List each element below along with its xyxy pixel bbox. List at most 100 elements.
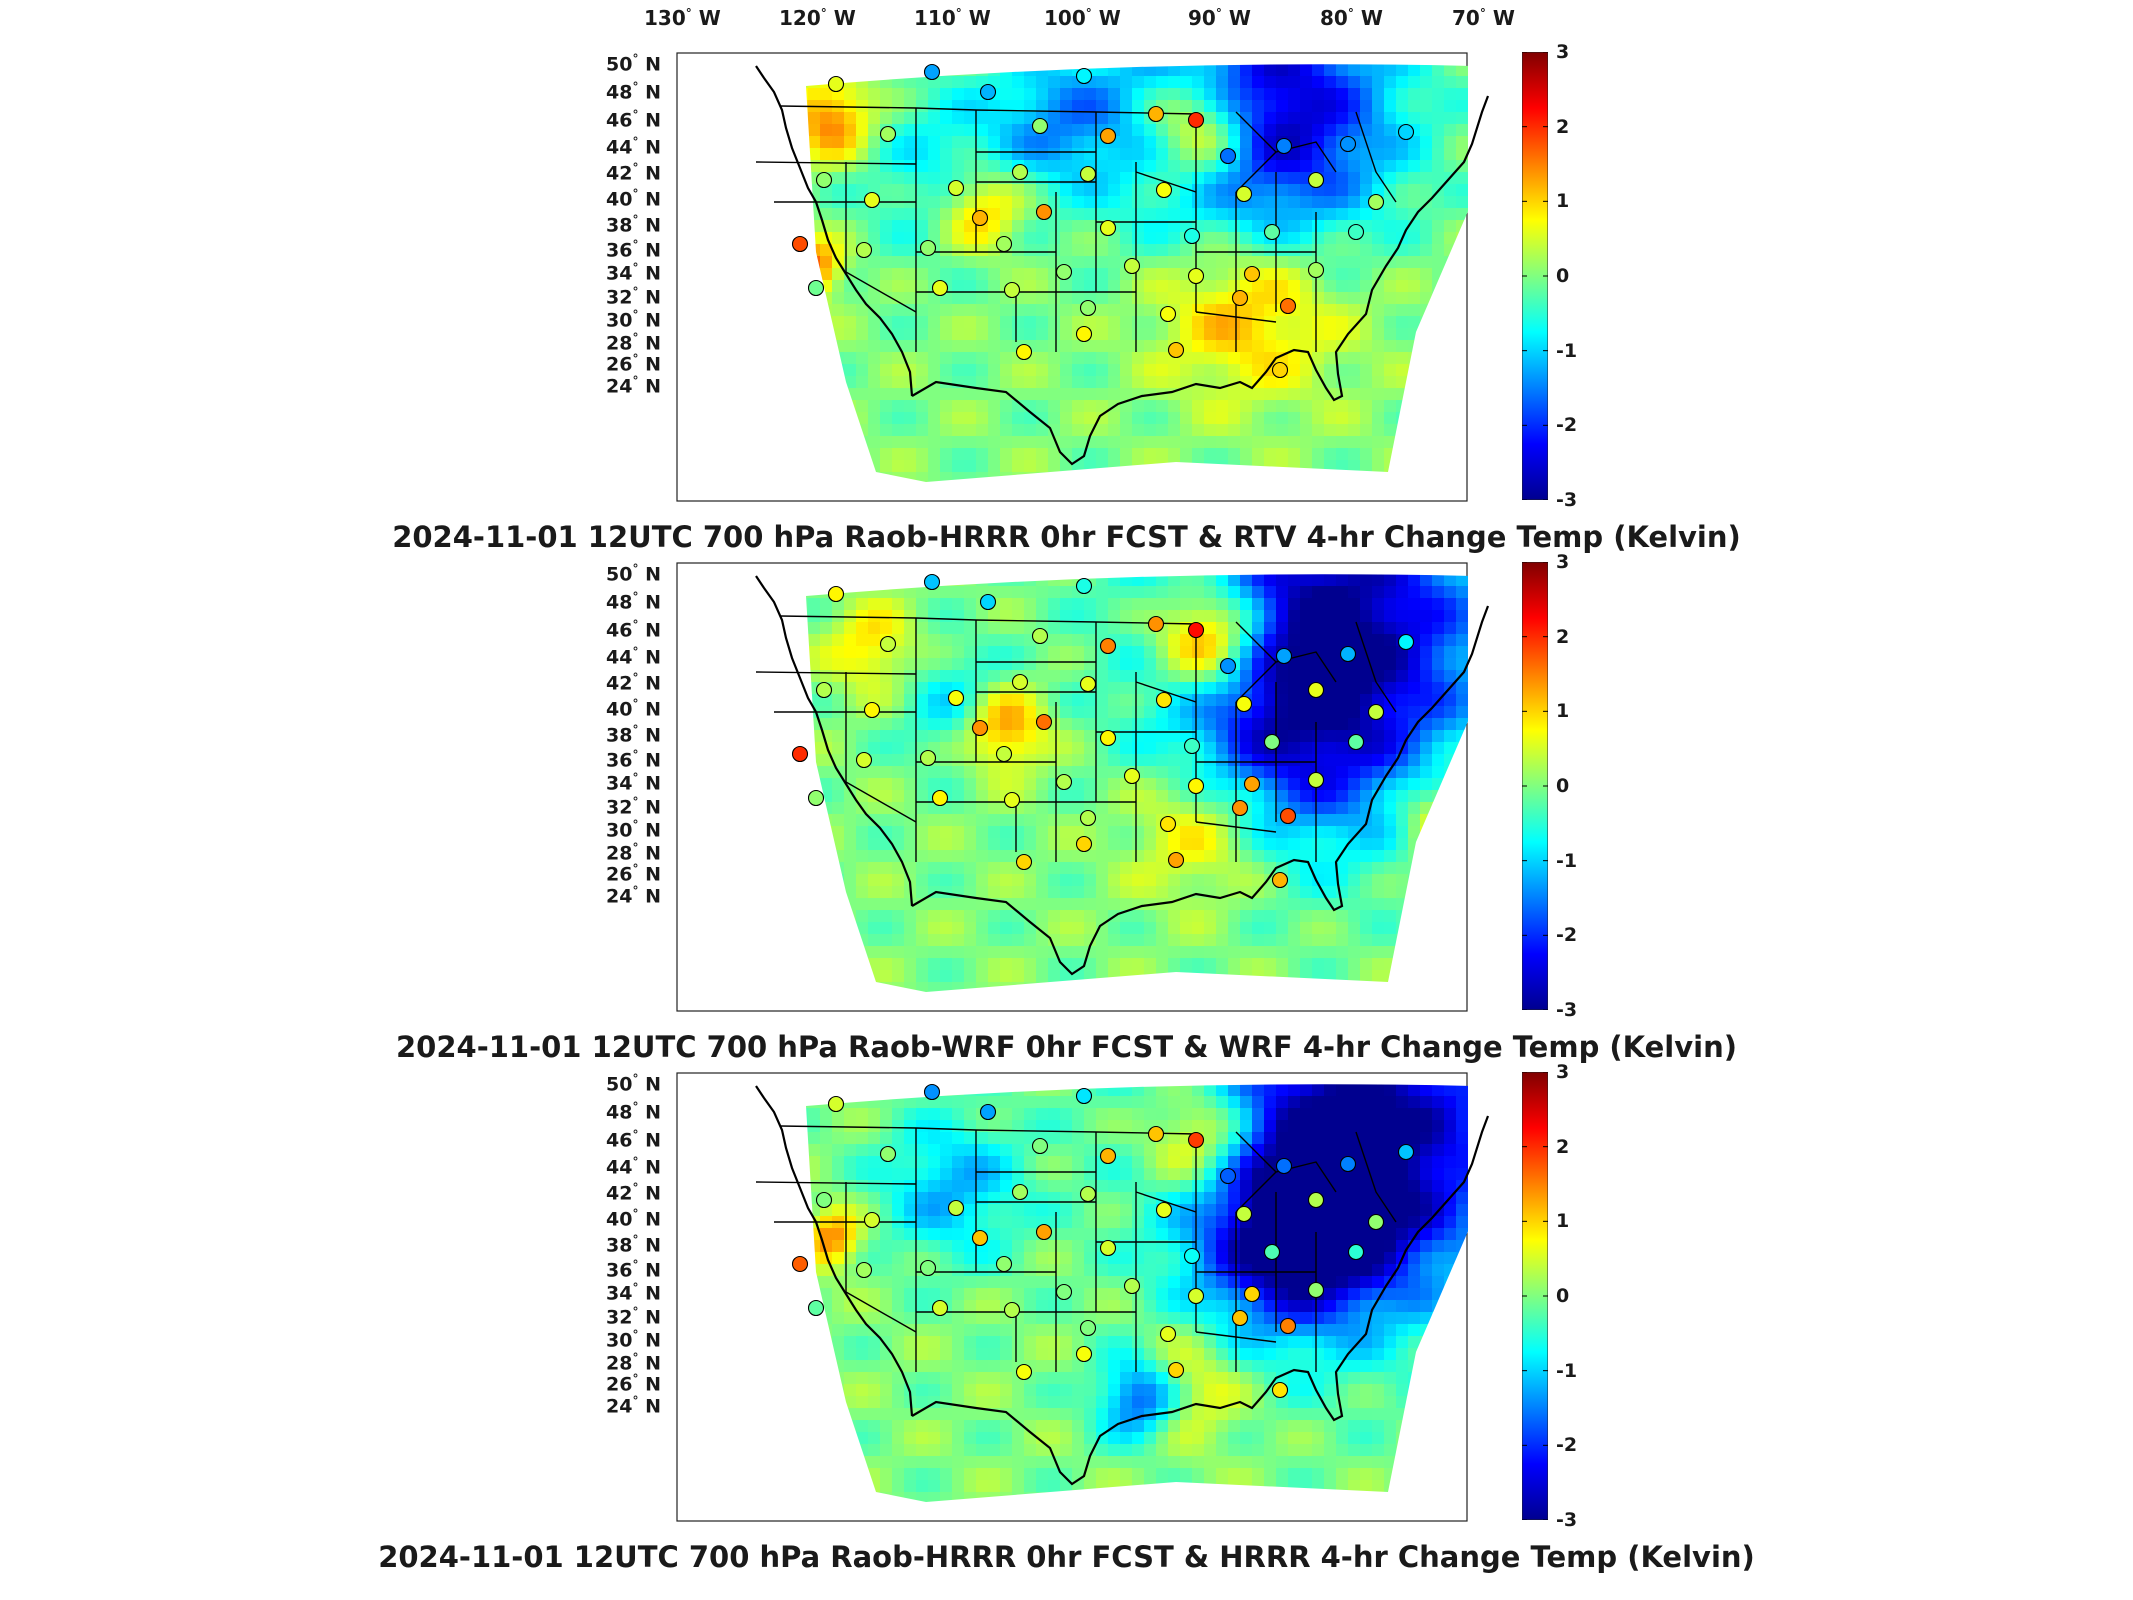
raob-station-marker [1271, 1381, 1289, 1399]
lat-label-26: 26° N [606, 1372, 661, 1396]
state-border [1235, 661, 1277, 703]
state-border [1355, 1131, 1397, 1223]
lat-label-42: 42° N [606, 1181, 661, 1205]
raob-station-marker [807, 789, 825, 807]
colorbar-tick-label: -2 [1556, 924, 1578, 947]
raob-station-marker [1011, 673, 1029, 691]
lat-label-46: 46° N [606, 1128, 661, 1152]
raob-station-marker [1035, 203, 1053, 221]
lat-label-46: 46° N [606, 618, 661, 642]
raob-station-marker [1075, 1345, 1093, 1363]
raob-station-marker [1235, 185, 1253, 203]
raob-station-marker [923, 573, 941, 591]
raob-station-marker [827, 75, 845, 93]
raob-station-marker [1187, 111, 1205, 129]
temperature-map [676, 562, 1490, 1012]
colorbar-tick-label: -1 [1556, 849, 1578, 872]
raob-station-marker [1147, 105, 1165, 123]
raob-station-marker [1219, 1167, 1237, 1185]
raob-station-marker [1123, 767, 1141, 785]
raob-station-marker [1003, 791, 1021, 809]
lat-label-44: 44° N [606, 645, 661, 669]
lon-label-100: 100° W [1044, 6, 1121, 30]
raob-station-marker [1075, 1087, 1093, 1105]
colorbar-tick-label: -3 [1556, 999, 1578, 1021]
raob-station-marker [1307, 1281, 1325, 1299]
temperature-map [676, 52, 1490, 502]
raob-station-marker [979, 1103, 997, 1121]
raob-station-marker [1183, 227, 1201, 245]
state-border [845, 271, 917, 313]
raob-station-marker [1159, 1325, 1177, 1343]
temperature-field [806, 574, 1468, 992]
lat-label-44: 44° N [606, 1155, 661, 1179]
raob-station-marker [1339, 135, 1357, 153]
lat-label-28: 28° N [606, 841, 661, 865]
raob-station-marker [1243, 1285, 1261, 1303]
raob-station-marker [1155, 1201, 1173, 1219]
raob-station-marker [1079, 1319, 1097, 1337]
lat-label-30: 30° N [606, 818, 661, 842]
colorbar-tick-label: 1 [1556, 1210, 1570, 1233]
state-border [1235, 1131, 1337, 1193]
raob-station-marker [1031, 117, 1049, 135]
lat-label-38: 38° N [606, 723, 661, 747]
state-border [1195, 821, 1277, 833]
raob-station-marker [815, 681, 833, 699]
temperature-map [676, 1072, 1490, 1522]
raob-station-marker [931, 1299, 949, 1317]
colorbar [1522, 562, 1548, 1010]
raob-station-marker [1279, 807, 1297, 825]
lat-label-34: 34° N [606, 261, 661, 285]
colorbar [1522, 1072, 1548, 1520]
colorbar-tick-label: 3 [1556, 551, 1570, 573]
raob-station-marker [1271, 871, 1289, 889]
raob-station-marker [1031, 1137, 1049, 1155]
raob-station-marker [1219, 657, 1237, 675]
colorbar-tick-label: 1 [1556, 700, 1570, 723]
raob-station-marker [971, 719, 989, 737]
colorbar-tick-label: -1 [1556, 339, 1578, 362]
map-panel-wrf: 2024-11-01 12UTC 700 hPa Raob-WRF 0hr FC… [0, 551, 2133, 1072]
raob-station-marker [1055, 1283, 1073, 1301]
raob-station-marker [1367, 1213, 1385, 1231]
lat-label-32: 32° N [606, 795, 661, 819]
state-border [1235, 111, 1337, 173]
raob-station-marker [1187, 1131, 1205, 1149]
raob-station-marker [995, 1255, 1013, 1273]
lon-label-90: 90° W [1188, 6, 1251, 30]
raob-station-marker [1397, 123, 1415, 141]
lat-label-48: 48° N [606, 1100, 661, 1124]
raob-station-marker [919, 1259, 937, 1277]
raob-station-marker [1235, 1205, 1253, 1223]
state-border [755, 161, 917, 165]
raob-station-marker [879, 1145, 897, 1163]
raob-station-marker [1235, 695, 1253, 713]
colorbar-tick-label: 2 [1556, 1135, 1570, 1158]
raob-station-marker [1099, 1239, 1117, 1257]
lat-label-50: 50° N [606, 562, 661, 586]
panel-title: 2024-11-01 12UTC 700 hPa Raob-HRRR 0hr F… [392, 520, 1741, 554]
lat-label-48: 48° N [606, 80, 661, 104]
raob-station-marker [1231, 289, 1249, 307]
lat-label-40: 40° N [606, 187, 661, 211]
raob-station-marker [971, 1229, 989, 1247]
raob-station-marker [1079, 1185, 1097, 1203]
raob-station-marker [1055, 773, 1073, 791]
raob-station-marker [827, 1095, 845, 1113]
raob-station-marker [855, 751, 873, 769]
raob-station-marker [923, 63, 941, 81]
raob-station-marker [1035, 1223, 1053, 1241]
lat-label-48: 48° N [606, 590, 661, 614]
raob-station-marker [1307, 771, 1325, 789]
raob-station-marker [1183, 1247, 1201, 1265]
raob-station-marker [855, 241, 873, 259]
lat-label-30: 30° N [606, 308, 661, 332]
raob-station-marker [863, 191, 881, 209]
raob-station-marker [947, 689, 965, 707]
state-border [1135, 1191, 1197, 1213]
state-border [1235, 1171, 1277, 1213]
lat-label-34: 34° N [606, 771, 661, 795]
panel-title: 2024-11-01 12UTC 700 hPa Raob-HRRR 0hr F… [378, 1540, 1755, 1574]
colorbar-tick-label: 1 [1556, 190, 1570, 213]
